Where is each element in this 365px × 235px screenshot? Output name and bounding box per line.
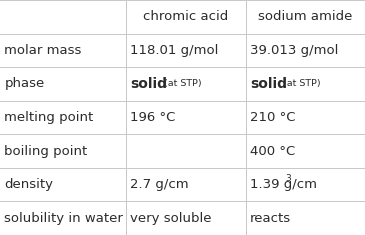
Text: chromic acid: chromic acid: [143, 10, 228, 23]
Text: 210 °C: 210 °C: [250, 111, 296, 124]
Text: 196 °C: 196 °C: [130, 111, 176, 124]
Text: solubility in water: solubility in water: [4, 212, 123, 225]
Text: melting point: melting point: [4, 111, 94, 124]
Text: 39.013 g/mol: 39.013 g/mol: [250, 44, 338, 57]
Text: very soluble: very soluble: [130, 212, 212, 225]
Text: 1.39 g/cm: 1.39 g/cm: [250, 178, 317, 191]
Text: (at STP): (at STP): [280, 79, 321, 88]
Text: boiling point: boiling point: [4, 145, 88, 158]
Text: 2.7 g/cm: 2.7 g/cm: [130, 178, 189, 191]
Text: phase: phase: [4, 77, 45, 90]
Text: 3: 3: [285, 174, 291, 183]
Text: density: density: [4, 178, 53, 191]
Text: (at STP): (at STP): [161, 79, 201, 88]
Text: solid: solid: [130, 77, 167, 91]
Text: 118.01 g/mol: 118.01 g/mol: [130, 44, 219, 57]
Text: sodium amide: sodium amide: [258, 10, 353, 23]
Text: 400 °C: 400 °C: [250, 145, 295, 158]
Text: molar mass: molar mass: [4, 44, 82, 57]
Text: reacts: reacts: [250, 212, 291, 225]
Text: solid: solid: [250, 77, 287, 91]
